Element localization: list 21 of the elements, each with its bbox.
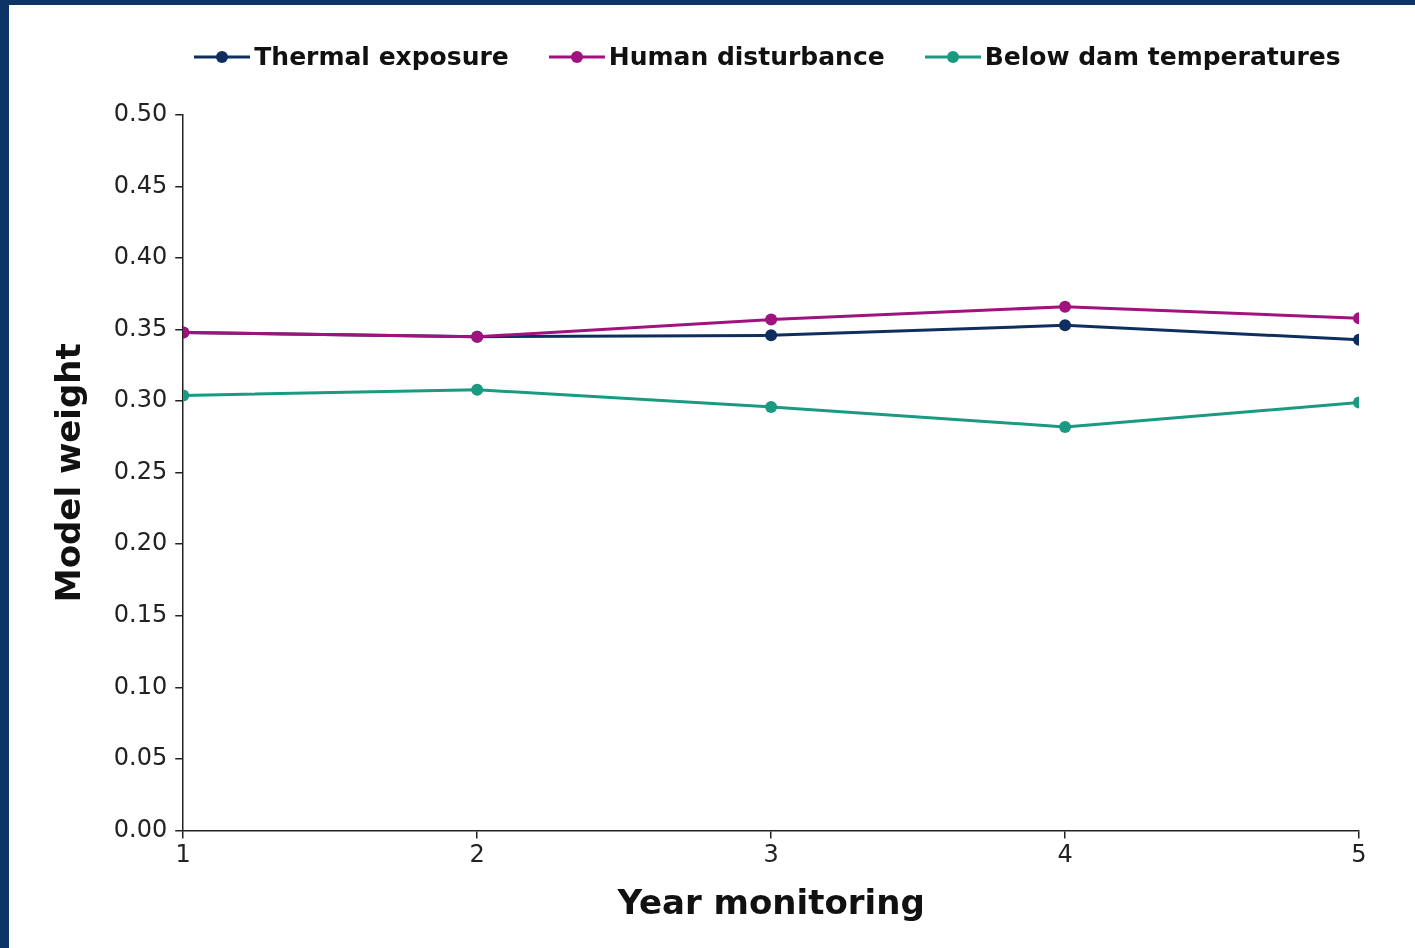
- y-tick-label: 0.40: [113, 242, 168, 271]
- y-tick-label: 0.50: [113, 99, 168, 128]
- y-tick-label: 0.35: [113, 313, 168, 342]
- y-tick-label: 0.00: [113, 814, 168, 843]
- y-tick-label: 0.30: [113, 385, 168, 414]
- y-tick-label: 0.20: [113, 528, 168, 557]
- y-tick-label: 0.05: [113, 743, 168, 772]
- x-tick-label: 3: [763, 840, 779, 869]
- legend-label: Human disturbance: [608, 42, 885, 71]
- x-tick-label: 1: [175, 840, 191, 869]
- y-tick-label: 0.25: [113, 456, 168, 485]
- x-axis-title: Year monitoring: [616, 882, 925, 923]
- x-tick-label: 4: [1057, 840, 1073, 869]
- y-tick-label: 0.10: [113, 671, 168, 700]
- x-tick-label: 2: [469, 840, 485, 869]
- y-axis-title: Model weight: [48, 343, 89, 603]
- x-tick-label: 5: [1351, 840, 1367, 869]
- legend-label: Below dam temperatures: [984, 42, 1341, 71]
- legend-label: Thermal exposure: [254, 42, 509, 71]
- y-tick-label: 0.15: [113, 600, 168, 629]
- y-tick-label: 0.45: [113, 170, 168, 199]
